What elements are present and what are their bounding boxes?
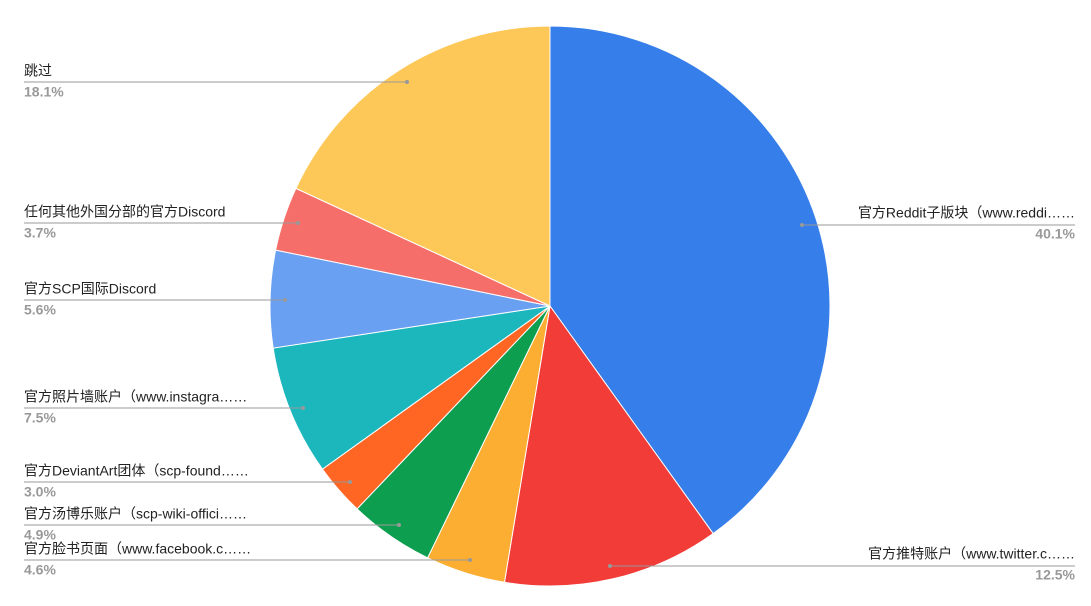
pie-slice — [549, 25, 831, 535]
pie-slice — [272, 305, 551, 470]
slice-label: 官方Reddit子版块（www.reddi…… — [858, 205, 1075, 221]
leader-dot — [468, 558, 472, 562]
slice-label: 官方推特账户（www.twitter.c…… — [868, 546, 1075, 562]
slice-value: 5.6% — [24, 302, 56, 318]
leader-dot — [348, 480, 352, 484]
leader-dot — [296, 221, 300, 225]
slice-value: 3.7% — [24, 225, 56, 241]
pie-slice — [503, 304, 714, 587]
slice-label: 官方SCP国际Discord — [24, 281, 156, 297]
slice-value: 12.5% — [1035, 567, 1075, 583]
leader-dot — [397, 523, 401, 527]
leader-dot — [301, 406, 305, 410]
slice-value: 18.1% — [24, 84, 64, 100]
slice-value: 40.1% — [1035, 226, 1075, 242]
slice-label: 任何其他外国分部的官方Discord — [24, 204, 225, 220]
slice-label: 官方DeviantArt团体（scp-found…… — [24, 463, 249, 479]
slice-label: 官方汤博乐账户（scp-wiki-offici…… — [24, 506, 247, 522]
leader-dot — [283, 298, 287, 302]
slice-label: 官方脸书页面（www.facebook.c…… — [24, 541, 251, 557]
slice-value: 4.6% — [24, 562, 56, 578]
slice-value: 3.0% — [24, 484, 56, 500]
leader-dot — [608, 564, 612, 568]
slice-value: 4.9% — [24, 527, 56, 543]
slice-value: 7.5% — [24, 410, 56, 426]
slice-label: 官方照片墙账户（www.instagra…… — [24, 389, 247, 405]
leader-dot — [405, 80, 409, 84]
slice-label: 跳过 — [24, 63, 52, 79]
pie-slice — [295, 25, 551, 307]
leader-dot — [800, 223, 804, 227]
